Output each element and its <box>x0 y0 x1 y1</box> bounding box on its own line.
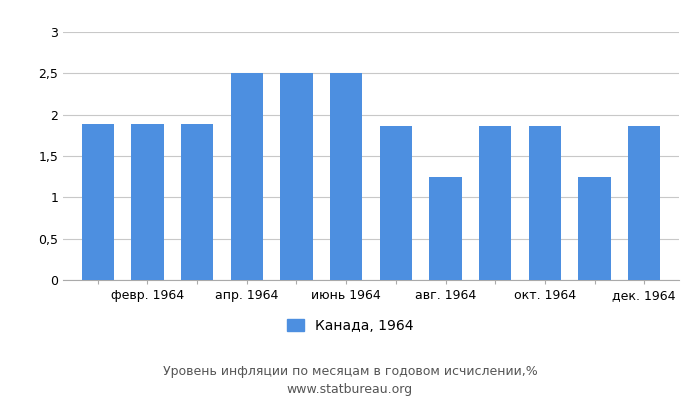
Bar <box>429 178 462 280</box>
Bar <box>330 72 363 280</box>
Bar <box>231 72 263 280</box>
Bar <box>132 124 164 280</box>
Bar <box>578 178 610 280</box>
Legend: Канада, 1964: Канада, 1964 <box>287 319 413 333</box>
Text: www.statbureau.org: www.statbureau.org <box>287 384 413 396</box>
Bar <box>82 124 114 280</box>
Bar <box>379 126 412 280</box>
Bar <box>528 126 561 280</box>
Text: Уровень инфляции по месяцам в годовом исчислении,%: Уровень инфляции по месяцам в годовом ис… <box>162 366 538 378</box>
Bar <box>280 72 313 280</box>
Bar <box>628 126 660 280</box>
Bar <box>479 126 511 280</box>
Bar <box>181 124 214 280</box>
